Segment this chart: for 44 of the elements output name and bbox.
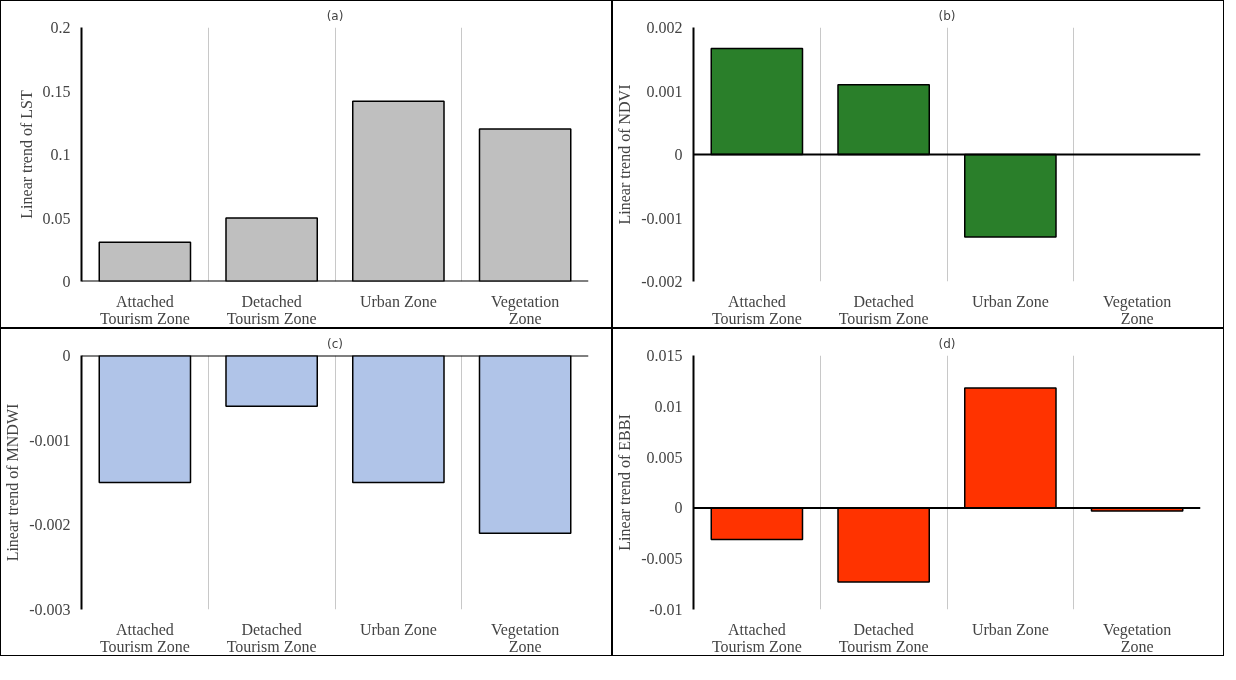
x-tick-label: Attached Tourism Zone: [99, 620, 190, 655]
y-tick-label: 0.01: [654, 397, 683, 415]
x-tick-label: Urban Zone: [971, 620, 1049, 638]
y-axis-title: Linear trend of MNDWI: [4, 403, 22, 562]
y-tick-label: 0.1: [50, 146, 71, 163]
y-tick-label: -0.005: [641, 550, 683, 568]
x-tick-label: Urban Zone: [359, 620, 437, 638]
x-tick-label: Vegetation Zone: [1102, 292, 1172, 327]
y-axis-title: Linear trend of EBBI: [616, 414, 634, 551]
y-axis-title: Linear trend of LST: [17, 90, 35, 219]
chart-title: (a): [326, 8, 344, 23]
y-tick-label: 0: [62, 273, 71, 290]
x-tick-label: Vegetation Zone: [1102, 620, 1172, 655]
y-tick-label: 0.002: [646, 19, 683, 36]
x-tick-label: Attached Tourism Zone: [99, 292, 190, 327]
y-tick-label: 0.2: [50, 19, 71, 36]
y-tick-label: 0: [62, 347, 71, 364]
chart-title: (d): [938, 336, 956, 351]
y-tick-label: -0.002: [29, 516, 71, 534]
x-tick-label: Detached Tourism Zone: [838, 620, 929, 655]
chart-title: (b): [938, 8, 956, 23]
x-tick-label: Vegetation Zone: [490, 620, 560, 655]
y-tick-label: -0.001: [29, 431, 71, 449]
y-tick-label: 0.05: [42, 209, 71, 227]
x-tick-label: Detached Tourism Zone: [838, 292, 929, 327]
x-tick-label: Attached Tourism Zone: [711, 292, 802, 327]
x-tick-label: Urban Zone: [971, 292, 1049, 310]
y-tick-label: -0.001: [641, 209, 683, 227]
x-tick-label: Urban Zone: [359, 292, 437, 310]
y-tick-label: 0.015: [646, 347, 683, 364]
x-tick-label: Attached Tourism Zone: [711, 620, 802, 655]
y-tick-label: 0: [674, 146, 683, 163]
y-tick-label: -0.01: [649, 601, 683, 618]
y-axis-title: Linear trend of NDVI: [616, 84, 634, 225]
chart-title: (c): [327, 336, 343, 351]
y-tick-label: 0.001: [646, 82, 683, 100]
y-tick-label: 0: [674, 499, 683, 517]
y-tick-label: -0.002: [641, 273, 683, 290]
y-tick-label: -0.003: [29, 601, 71, 618]
y-tick-label: 0.15: [42, 82, 71, 100]
y-tick-label: 0.005: [646, 448, 683, 466]
x-tick-label: Detached Tourism Zone: [226, 620, 317, 655]
x-tick-label: Detached Tourism Zone: [226, 292, 317, 327]
x-tick-label: Vegetation Zone: [490, 292, 560, 327]
